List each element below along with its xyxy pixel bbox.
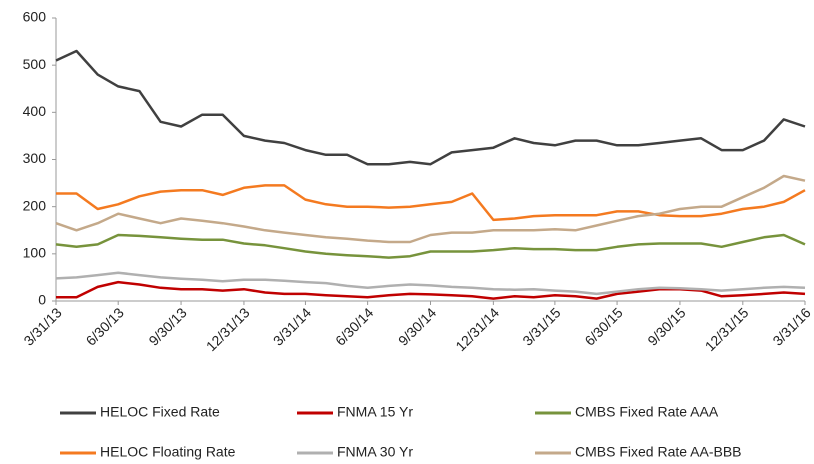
y-tick-label: 300 <box>23 150 47 166</box>
series-line <box>55 233 806 259</box>
y-tick-label: 200 <box>23 197 47 213</box>
x-tick-label: 3/31/15 <box>519 304 563 348</box>
legend-label: CMBS Fixed Rate AA-BBB <box>575 444 742 460</box>
x-tick-label: 6/30/15 <box>581 304 625 348</box>
x-tick-label: 9/30/14 <box>395 304 439 348</box>
x-tick-label: 9/30/13 <box>145 304 189 348</box>
x-tick-label: 6/30/14 <box>332 304 376 348</box>
y-tick-label: 500 <box>23 56 47 72</box>
legend-label: FNMA 30 Yr <box>337 444 413 460</box>
legend-label: FNMA 15 Yr <box>337 404 413 420</box>
legend-label: HELOC Fixed Rate <box>100 404 220 420</box>
series-line <box>55 174 806 244</box>
y-tick-label: 400 <box>23 103 47 119</box>
x-tick-label: 3/31/13 <box>20 304 64 348</box>
legend-label: CMBS Fixed Rate AAA <box>575 404 719 420</box>
y-tick-label: 0 <box>38 292 46 308</box>
x-tick-label: 12/31/15 <box>702 304 752 354</box>
y-tick-label: 600 <box>23 9 47 25</box>
series-line <box>55 49 806 166</box>
x-tick-label: 6/30/13 <box>83 304 127 348</box>
y-tick-label: 100 <box>23 245 47 261</box>
x-tick-label: 12/31/13 <box>203 304 253 354</box>
x-tick-label: 12/31/14 <box>452 304 502 354</box>
x-tick-label: 3/31/16 <box>769 304 813 348</box>
legend-label: HELOC Floating Rate <box>100 444 236 460</box>
x-tick-label: 3/31/14 <box>270 304 314 348</box>
series-line <box>55 271 806 296</box>
series-line <box>56 184 806 222</box>
x-tick-label: 9/30/15 <box>644 304 688 348</box>
